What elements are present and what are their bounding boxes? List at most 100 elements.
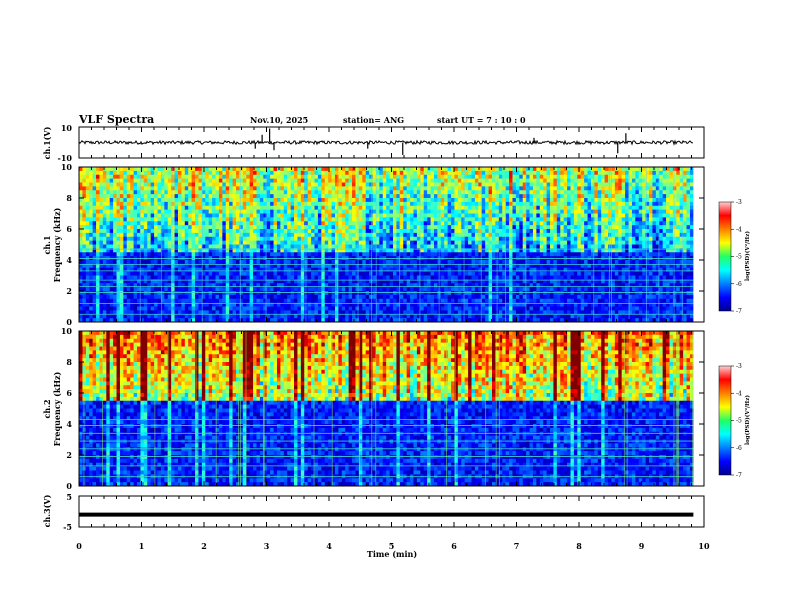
spec-cell xyxy=(79,206,83,210)
spec-cell xyxy=(499,171,503,175)
spec-cell xyxy=(448,225,452,229)
spec-cell xyxy=(444,291,448,295)
spec-cell xyxy=(451,299,455,303)
spec-cell xyxy=(434,190,438,194)
spec-cell xyxy=(188,229,192,233)
spec-cell xyxy=(256,299,260,303)
spec-cell xyxy=(499,245,503,249)
spec-cell xyxy=(181,210,185,214)
spec-cell xyxy=(413,206,417,210)
spec-cell xyxy=(420,214,424,218)
spec-cell xyxy=(311,214,315,218)
spec-cell xyxy=(263,283,267,287)
spec-cell xyxy=(93,276,97,280)
spec-cell xyxy=(434,260,438,264)
spec-cell xyxy=(236,268,240,272)
spec-cell xyxy=(205,179,209,183)
spec-cell xyxy=(359,233,363,237)
spec-cell xyxy=(127,186,131,190)
spec-cell xyxy=(246,190,250,194)
spec-cell xyxy=(205,202,209,206)
spec-cell xyxy=(216,260,220,264)
spec-cell xyxy=(352,272,356,276)
spec-cell xyxy=(274,225,278,229)
spec-cell xyxy=(284,307,288,311)
spec-cell xyxy=(352,295,356,299)
spec-cell xyxy=(79,291,83,295)
spec-cell xyxy=(195,221,199,225)
spec-cell xyxy=(158,314,162,318)
spec-cell xyxy=(383,214,387,218)
spec-cell xyxy=(366,314,370,318)
spec-cell xyxy=(287,194,291,198)
spec-cell xyxy=(164,241,168,245)
spec-cell xyxy=(332,283,336,287)
spec-cell xyxy=(308,287,312,291)
spec-cell xyxy=(444,214,448,218)
spec-cell xyxy=(308,225,312,229)
spec-cell xyxy=(168,245,172,249)
spec-cell xyxy=(134,186,138,190)
spec-cell xyxy=(386,237,390,241)
spec-cell xyxy=(123,190,127,194)
spec-cell xyxy=(246,307,250,311)
spec-cell xyxy=(297,287,301,291)
spec-cell xyxy=(434,233,438,237)
spec-cell xyxy=(274,307,278,311)
spec-cell xyxy=(362,206,366,210)
spec-cell xyxy=(236,283,240,287)
spec-cell xyxy=(291,241,295,245)
spec-cell xyxy=(492,233,496,237)
spec-cell xyxy=(178,221,182,225)
spec-cell xyxy=(308,179,312,183)
spec-cell xyxy=(277,179,281,183)
spec-cell xyxy=(236,183,240,187)
spec-cell xyxy=(89,210,93,214)
spec-cell xyxy=(376,217,380,221)
spec-cell xyxy=(253,307,257,311)
spec-cell xyxy=(355,283,359,287)
spec-cell xyxy=(403,175,407,179)
spec-cell xyxy=(93,283,97,287)
spec-cell xyxy=(175,190,179,194)
spec-cell xyxy=(287,233,291,237)
spec-cell xyxy=(178,229,182,233)
spec-cell xyxy=(376,221,380,225)
spec-cell xyxy=(448,167,452,171)
spec-cell xyxy=(454,299,458,303)
spec-cell xyxy=(328,183,332,187)
spec-cell xyxy=(366,291,370,295)
spec-cell xyxy=(178,198,182,202)
spec-cell xyxy=(355,206,359,210)
spec-cell xyxy=(113,252,117,256)
spec-cell xyxy=(140,233,144,237)
spec-cell xyxy=(151,260,155,264)
spec-cell xyxy=(441,237,445,241)
spec-cell xyxy=(130,194,134,198)
spec-cell xyxy=(413,214,417,218)
spec-cell xyxy=(205,237,209,241)
spec-cell xyxy=(192,225,196,229)
spec-cell xyxy=(359,307,363,311)
spec-cell xyxy=(147,276,151,280)
spec-cell xyxy=(185,299,189,303)
spec-cell xyxy=(400,229,404,233)
spec-cell xyxy=(434,283,438,287)
spec-cell xyxy=(499,221,503,225)
spec-cell xyxy=(448,245,452,249)
spec-cell xyxy=(198,198,202,202)
spec-cell xyxy=(427,186,431,190)
spec-cell xyxy=(164,221,168,225)
spec-cell xyxy=(175,314,179,318)
spec-cell xyxy=(328,291,332,295)
spec-cell xyxy=(154,299,158,303)
spec-cell xyxy=(431,229,435,233)
spec-cell xyxy=(263,179,267,183)
spec-cell xyxy=(277,276,281,280)
spec-cell xyxy=(226,283,230,287)
spec-cell xyxy=(277,233,281,237)
spec-cell xyxy=(451,260,455,264)
spec-cell xyxy=(345,179,349,183)
spec-cell xyxy=(93,237,97,241)
spec-cell xyxy=(454,175,458,179)
